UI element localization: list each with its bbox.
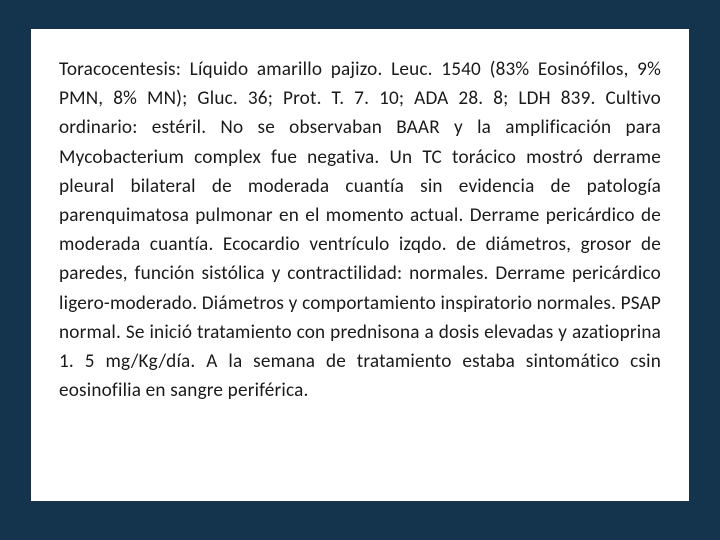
text-card: Toracocentesis: Líquido amarillo pajizo.… [30, 28, 690, 502]
slide-outer: Toracocentesis: Líquido amarillo pajizo.… [0, 0, 720, 540]
body-paragraph: Toracocentesis: Líquido amarillo pajizo.… [59, 55, 661, 405]
